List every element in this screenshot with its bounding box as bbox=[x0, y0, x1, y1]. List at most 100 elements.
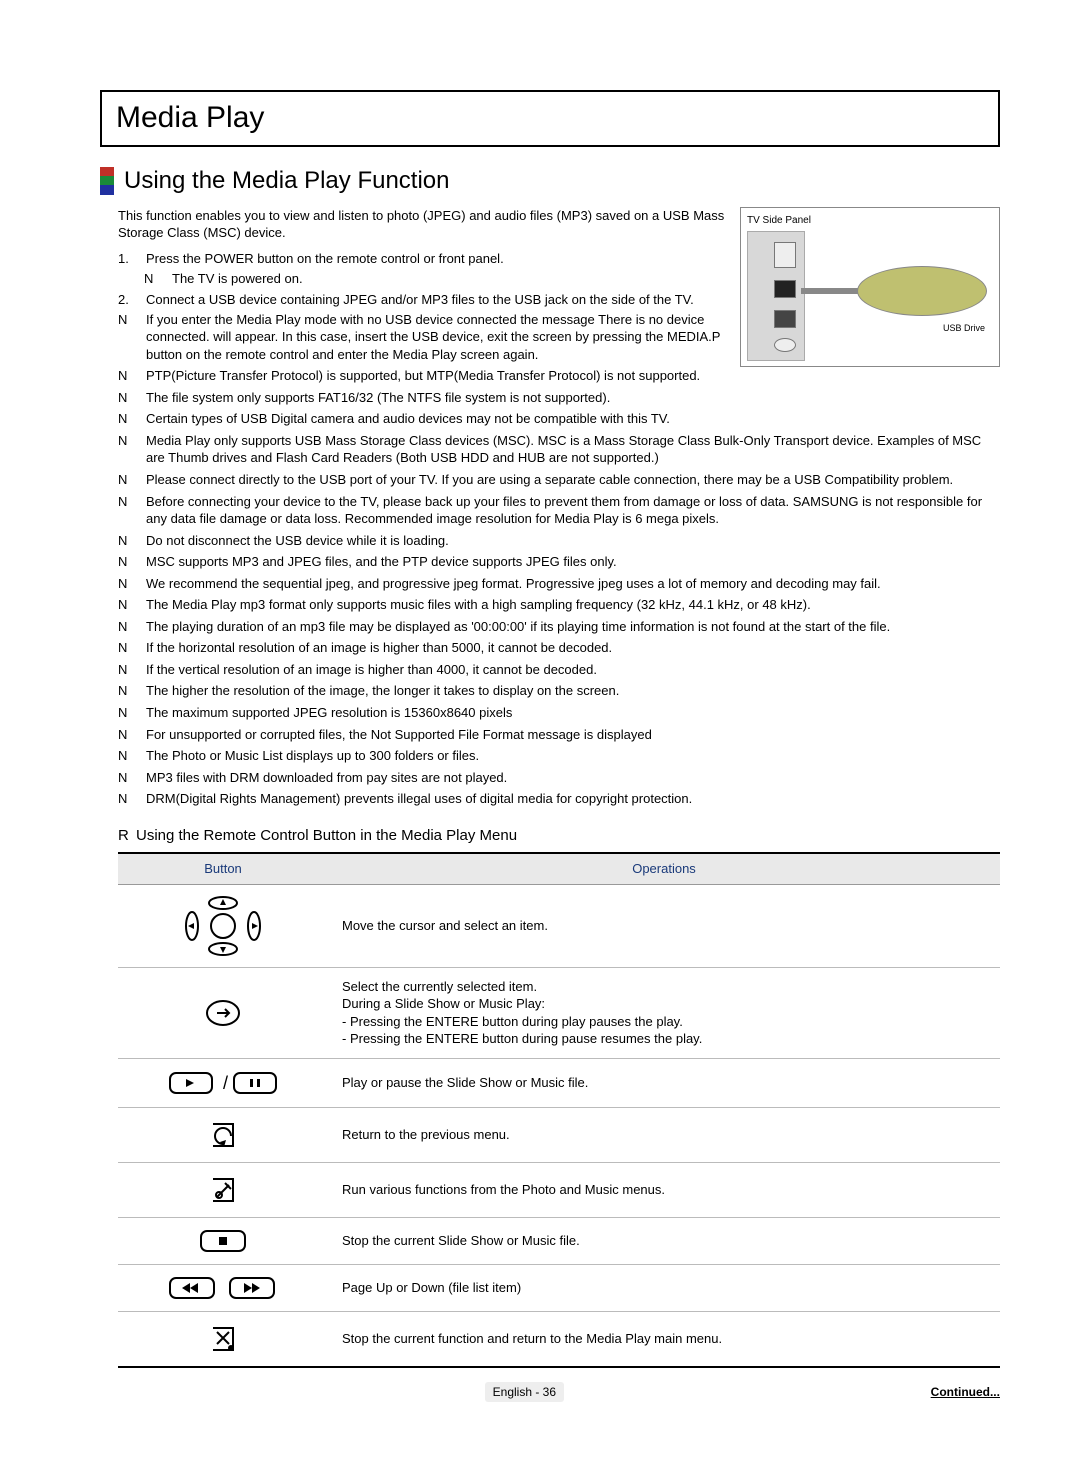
note-text: The higher the resolution of the image, … bbox=[146, 682, 619, 700]
section-title: Using the Media Play Function bbox=[124, 165, 450, 197]
step-number: 2. bbox=[118, 291, 136, 309]
step-text: Connect a USB device containing JPEG and… bbox=[146, 291, 694, 309]
table-row: Return to the previous menu. bbox=[118, 1107, 1000, 1162]
note-item: N Do not disconnect the USB device while … bbox=[118, 532, 1000, 550]
note-item: N The playing duration of an mp3 file may… bbox=[118, 618, 1000, 636]
section-heading: Using the Media Play Function bbox=[100, 165, 1000, 197]
continued-label: Continued... bbox=[931, 1384, 1000, 1400]
note-marker: N bbox=[118, 389, 132, 407]
stop-icon bbox=[118, 1217, 328, 1264]
panel-label: TV Side Panel bbox=[747, 214, 993, 228]
note-text: PTP(Picture Transfer Protocol) is suppor… bbox=[146, 367, 700, 385]
title-box: Media Play bbox=[100, 90, 1000, 147]
note-item: N Please connect directly to the USB port… bbox=[118, 471, 1000, 489]
playpause-icon: / bbox=[118, 1058, 328, 1107]
svg-text:/: / bbox=[223, 1073, 228, 1093]
note-marker: N bbox=[118, 639, 132, 657]
note-text: The maximum supported JPEG resolution is… bbox=[146, 704, 512, 722]
note-item: N MP3 files with DRM downloaded from pay … bbox=[118, 769, 1000, 787]
note-marker: N bbox=[118, 432, 132, 467]
operation-text: Stop the current Slide Show or Music fil… bbox=[328, 1217, 1000, 1264]
note-text: DRM(Digital Rights Management) prevents … bbox=[146, 790, 692, 808]
note-marker: N bbox=[118, 596, 132, 614]
operation-text: Move the cursor and select an item. bbox=[328, 884, 1000, 967]
page-footer: English - 36 Continued... bbox=[118, 1382, 1000, 1402]
note-marker: N bbox=[118, 726, 132, 744]
note-item: N If you enter the Media Play mode with n… bbox=[118, 311, 758, 364]
note-text: The Photo or Music List displays up to 3… bbox=[146, 747, 479, 765]
step-number: 1. bbox=[118, 250, 136, 268]
note-item: N The maximum supported JPEG resolution i… bbox=[118, 704, 1000, 722]
note-text: MP3 files with DRM downloaded from pay s… bbox=[146, 769, 507, 787]
note-marker: N bbox=[118, 618, 132, 636]
operation-text: Run various functions from the Photo and… bbox=[328, 1162, 1000, 1217]
enter-icon bbox=[118, 967, 328, 1058]
dpad-icon bbox=[118, 884, 328, 967]
operation-text: Return to the previous menu. bbox=[328, 1107, 1000, 1162]
note-text: Certain types of USB Digital camera and … bbox=[146, 410, 670, 428]
usb-cable-graphic bbox=[801, 288, 861, 294]
remote-buttons-table: Button Operations Move the cursor and se… bbox=[118, 852, 1000, 1368]
note-item: N PTP(Picture Transfer Protocol) is suppo… bbox=[118, 367, 758, 385]
rewff-icon bbox=[118, 1264, 328, 1311]
note-item: N Before connecting your device to the TV… bbox=[118, 493, 1000, 528]
note-marker: N bbox=[118, 769, 132, 787]
note-marker: N bbox=[118, 553, 132, 571]
note-text: Do not disconnect the USB device while i… bbox=[146, 532, 449, 550]
note-item: N We recommend the sequential jpeg, and p… bbox=[118, 575, 1000, 593]
operation-text: Select the currently selected item. Duri… bbox=[328, 967, 1000, 1058]
note-marker: N bbox=[118, 367, 132, 385]
intro-text: This function enables you to view and li… bbox=[118, 207, 738, 242]
note-text: The playing duration of an mp3 file may … bbox=[146, 618, 890, 636]
note-marker: N bbox=[118, 410, 132, 428]
note-marker: N bbox=[118, 311, 132, 364]
note-marker: N bbox=[118, 493, 132, 528]
note-item: NThe Media Play mp3 format only supports… bbox=[118, 596, 1000, 614]
operation-text: Stop the current function and return to … bbox=[328, 1311, 1000, 1367]
note-item: N If the vertical resolution of an image … bbox=[118, 661, 1000, 679]
subheading-text: Using the Remote Control Button in the M… bbox=[136, 827, 517, 844]
page-number: English - 36 bbox=[485, 1382, 564, 1402]
table-row: Select the currently selected item. Duri… bbox=[118, 967, 1000, 1058]
note-item: N The file system only supports FAT16/32 … bbox=[118, 389, 1000, 407]
exit-icon bbox=[118, 1311, 328, 1367]
note-marker: N bbox=[144, 270, 158, 288]
note-text: We recommend the sequential jpeg, and pr… bbox=[146, 575, 881, 593]
note-item: NMSC supports MP3 and JPEG files, and th… bbox=[118, 553, 1000, 571]
note-marker: N bbox=[118, 682, 132, 700]
note-marker: N bbox=[118, 471, 132, 489]
note-marker: N bbox=[118, 661, 132, 679]
numbered-step: 2. Connect a USB device containing JPEG a… bbox=[118, 291, 738, 309]
note-marker: N bbox=[118, 532, 132, 550]
note-text: The TV is powered on. bbox=[172, 270, 303, 288]
return-icon bbox=[118, 1107, 328, 1162]
table-row: Run various functions from the Photo and… bbox=[118, 1162, 1000, 1217]
note-item: NDRM(Digital Rights Management) prevents… bbox=[118, 790, 1000, 808]
note-item: NFor unsupported or corrupted files, the… bbox=[118, 726, 1000, 744]
usb-drive-graphic bbox=[857, 266, 987, 316]
tv-side-graphic bbox=[747, 231, 805, 361]
table-row: Stop the current function and return to … bbox=[118, 1311, 1000, 1367]
note-marker: N bbox=[118, 575, 132, 593]
note-text: If the vertical resolution of an image i… bbox=[146, 661, 597, 679]
operation-text: Play or pause the Slide Show or Music fi… bbox=[328, 1058, 1000, 1107]
note-item: N The higher the resolution of the image,… bbox=[118, 682, 1000, 700]
note-item: N Media Play only supports USB Mass Stora… bbox=[118, 432, 1000, 467]
col-operations: Operations bbox=[328, 853, 1000, 884]
subheading: RUsing the Remote Control Button in the … bbox=[118, 826, 1000, 846]
note-text: The file system only supports FAT16/32 (… bbox=[146, 389, 610, 407]
note-item: N If the horizontal resolution of an imag… bbox=[118, 639, 1000, 657]
note-text: If the horizontal resolution of an image… bbox=[146, 639, 612, 657]
table-row: Stop the current Slide Show or Music fil… bbox=[118, 1217, 1000, 1264]
note-text: Before connecting your device to the TV,… bbox=[146, 493, 1000, 528]
note-text: If you enter the Media Play mode with no… bbox=[146, 311, 758, 364]
note-text: Media Play only supports USB Mass Storag… bbox=[146, 432, 1000, 467]
table-row: / Play or pause the Slide Show or Music f… bbox=[118, 1058, 1000, 1107]
note-marker: N bbox=[118, 704, 132, 722]
note-text: Please connect directly to the USB port … bbox=[146, 471, 953, 489]
table-row: Move the cursor and select an item. bbox=[118, 884, 1000, 967]
note-item: N Certain types of USB Digital camera and… bbox=[118, 410, 1000, 428]
tv-side-panel-figure: TV Side Panel USB Drive bbox=[740, 207, 1000, 367]
note-marker: N bbox=[118, 747, 132, 765]
operation-text: Page Up or Down (file list item) bbox=[328, 1264, 1000, 1311]
